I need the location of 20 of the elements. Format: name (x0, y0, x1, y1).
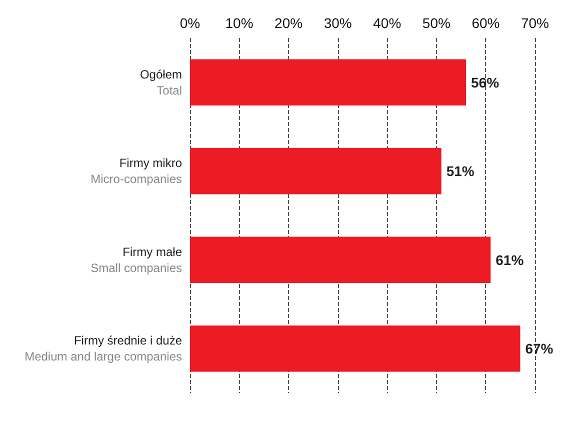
bar (190, 326, 520, 372)
data-label: 56% (471, 74, 500, 90)
y-tick-label: Firmy małe Small companies (90, 244, 182, 275)
y-tick-label: Firmy mikro Micro-companies (90, 156, 182, 186)
data-label: 51% (446, 163, 475, 180)
y-tick-label: Firmy średnie i duże Medium and large companies (24, 334, 182, 364)
x-tick-label: 40% (373, 15, 402, 31)
data-label: 61% (496, 252, 524, 268)
x-tick-label: 20% (274, 15, 303, 31)
x-tick-label: 70% (520, 15, 550, 31)
bar (190, 236, 491, 283)
bar (190, 59, 466, 106)
x-tick-label: 30% (324, 15, 352, 31)
y-tick-label: Ogółem Total (140, 67, 182, 98)
x-tick-label: 60% (472, 15, 500, 31)
bar (190, 148, 442, 194)
x-tick-label: 10% (225, 15, 254, 31)
x-tick-label: 0% (180, 15, 200, 31)
data-label: 67% (525, 340, 554, 357)
x-tick-label: 50% (422, 15, 450, 31)
